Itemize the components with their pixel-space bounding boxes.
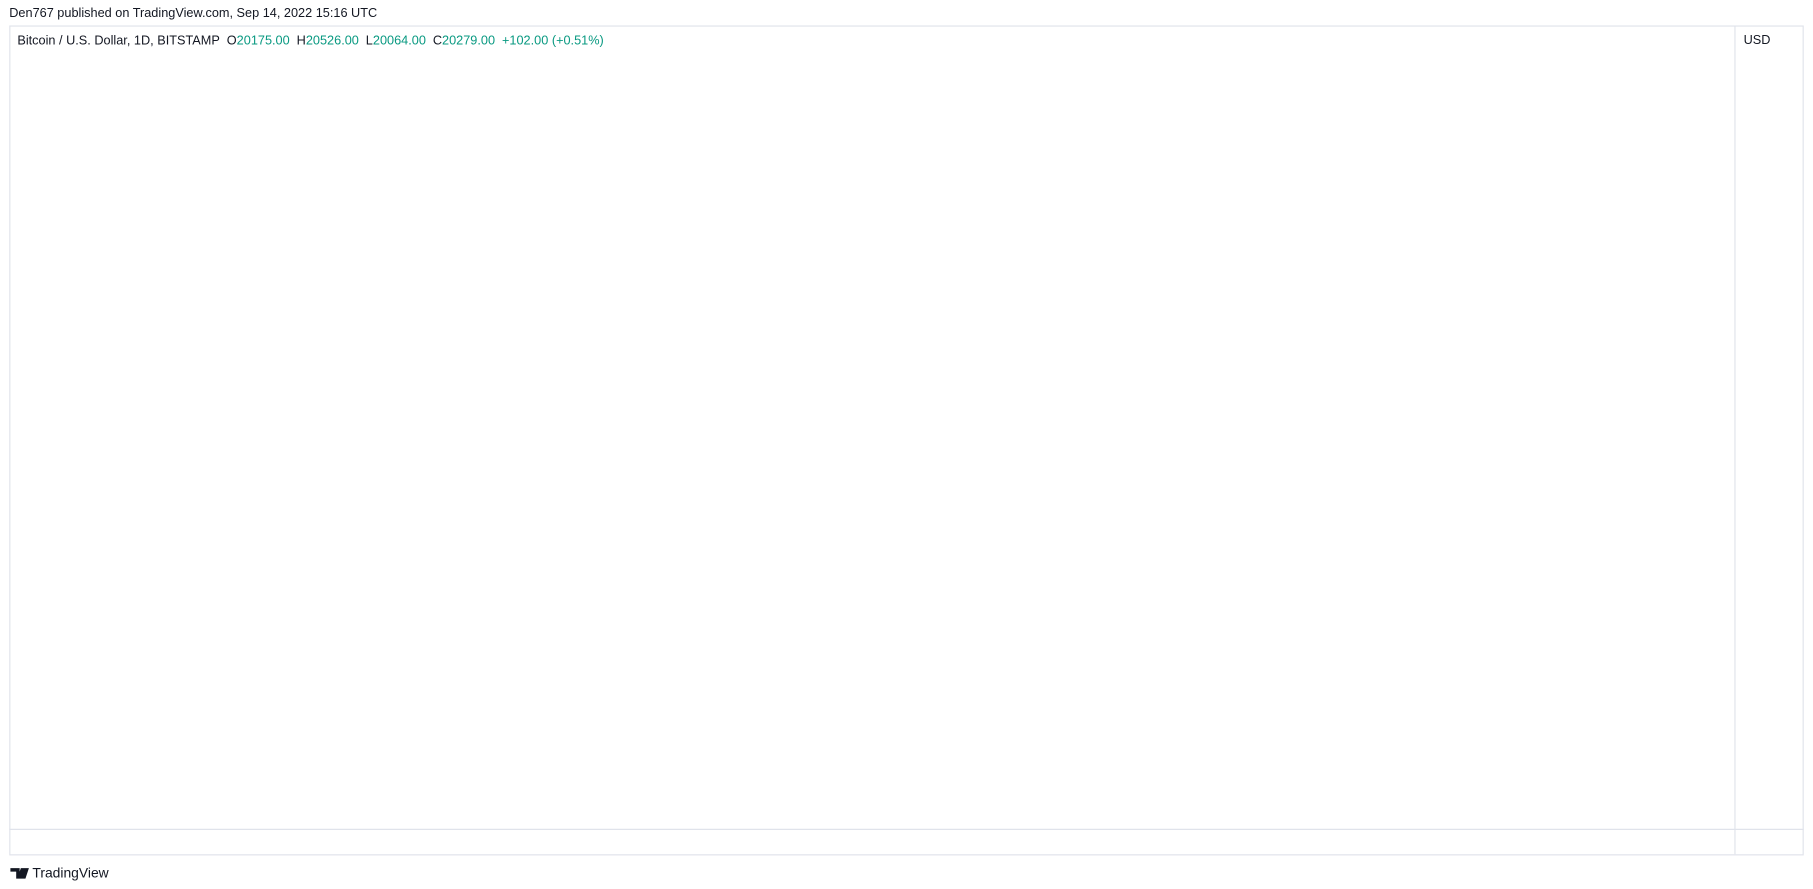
symbol: Bitcoin / U.S. Dollar, 1D, BITSTAMP [17, 33, 220, 48]
legend-key: H [297, 33, 306, 48]
frame [9, 25, 1804, 856]
publisher: Den767 published on TradingView.com, Sep… [9, 5, 377, 20]
legend-change: +102.00 (+0.51%) [502, 33, 604, 48]
legend-value: 20175.00 [237, 33, 290, 48]
legend-value: 20526.00 [306, 33, 359, 48]
legend-value: 20279.00 [442, 33, 495, 48]
legend-key: O [227, 33, 237, 48]
brand: TradingView [32, 865, 109, 881]
legend: Bitcoin / U.S. Dollar, 1D, BITSTAMP O2017… [17, 33, 603, 48]
legend-value: 20064.00 [373, 33, 426, 48]
legend-key: L [366, 33, 373, 48]
axis-unit: USD [1744, 32, 1771, 47]
legend-key: C [433, 33, 442, 48]
brand-logo [10, 868, 29, 879]
